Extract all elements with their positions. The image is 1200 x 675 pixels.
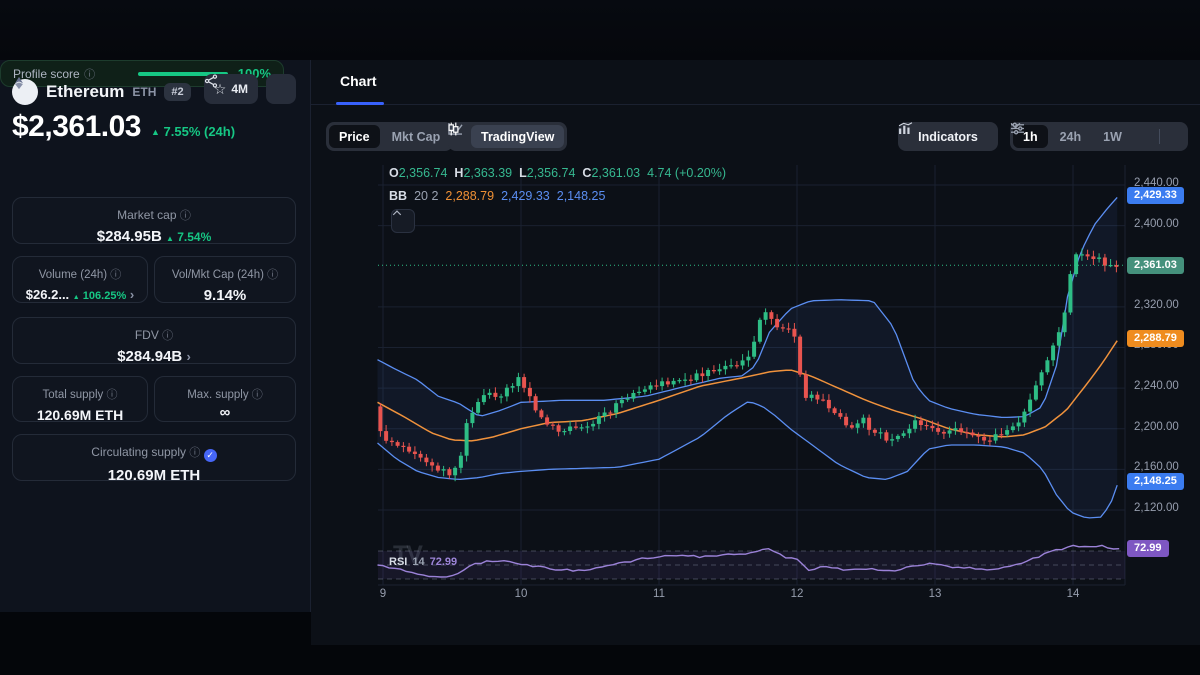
- sidebar-divider: [310, 60, 311, 612]
- up-arrow-icon: ▲: [165, 234, 174, 243]
- circulating-supply-label: Circulating supply ⓘ ✓: [13, 444, 295, 462]
- coin-name: Ethereum: [46, 82, 125, 101]
- vol-mkt-cap-value: 9.14%: [203, 287, 247, 304]
- toggle-price[interactable]: Price: [329, 125, 380, 148]
- chart-toolbar: Price Mkt Cap TradingView Indicators 1h …: [311, 122, 1200, 151]
- toolbar-divider: [1158, 129, 1160, 144]
- total-supply-value: 120.69M ETH: [36, 407, 124, 423]
- fdv-label: FDV ⓘ: [134, 328, 174, 342]
- fdv-value: $284.94B ›: [117, 348, 191, 365]
- timeframe-24h[interactable]: 24h: [1059, 129, 1082, 144]
- coin-symbol: ETH: [132, 85, 157, 99]
- watchlist-button[interactable]: ☆ 4M: [203, 74, 258, 104]
- share-button[interactable]: [204, 74, 296, 104]
- vol-mkt-cap-label: Vol/Mkt Cap (24h) ⓘ: [171, 269, 279, 281]
- market-cap-label: Market cap ⓘ: [117, 208, 191, 222]
- fdv-card[interactable]: FDV ⓘ $284.94B ›: [12, 317, 296, 365]
- market-cap-value: $284.95B ▲ 7.54%: [96, 228, 212, 245]
- top-header-strip: [0, 0, 1200, 60]
- info-icon[interactable]: ⓘ: [251, 389, 263, 401]
- collapse-legend-button[interactable]: [391, 209, 415, 233]
- timeframe-1w[interactable]: 1W: [1103, 129, 1122, 144]
- profile-score-bar: [137, 71, 228, 76]
- tradingview-toggle[interactable]: TradingView: [448, 122, 565, 148]
- volume-value: $26.2... ▲ 106.25% ›: [25, 287, 135, 302]
- main-panel: Chart Price Mkt Cap TradingView Indicato…: [311, 60, 1200, 645]
- coin-price: $2,361.03: [12, 110, 141, 143]
- indicators-button[interactable]: Indicators: [898, 122, 998, 151]
- info-icon[interactable]: ⓘ: [110, 269, 122, 281]
- rank-badge: #2: [164, 83, 191, 101]
- timeframe-group: 1h 24h 1W: [1010, 122, 1188, 151]
- chevron-up-icon: [392, 210, 402, 216]
- info-icon[interactable]: ⓘ: [179, 210, 191, 222]
- circulating-supply-card: Circulating supply ⓘ ✓ 120.69M ETH: [12, 434, 296, 484]
- circulating-supply-value: 120.69M ETH: [107, 467, 201, 484]
- timeframe-1h[interactable]: 1h: [1013, 125, 1048, 148]
- market-cap-card[interactable]: Market cap ⓘ $284.95B ▲ 7.54%: [12, 197, 296, 245]
- coin-header: Ethereum ETH #2: [12, 76, 191, 108]
- line-chart-icon: [448, 122, 463, 135]
- chevron-right-icon: ›: [129, 287, 135, 302]
- info-icon[interactable]: ⓘ: [189, 447, 201, 459]
- tab-chart[interactable]: Chart: [340, 73, 377, 89]
- info-icon[interactable]: ⓘ: [267, 269, 279, 281]
- star-icon: ☆: [213, 80, 227, 97]
- up-arrow-icon: ▲: [72, 294, 80, 301]
- vol-mkt-cap-card: Vol/Mkt Cap (24h) ⓘ 9.14%: [154, 256, 296, 304]
- watchers-count: 4M: [231, 82, 248, 96]
- profile-score-label: Profile score: [13, 66, 80, 81]
- chevron-right-icon: ›: [186, 349, 191, 364]
- info-icon[interactable]: ⓘ: [84, 68, 96, 81]
- toggle-mktcap[interactable]: Mkt Cap: [391, 129, 441, 144]
- chart-type-toggle: TradingView: [448, 122, 568, 151]
- candles-icon: [448, 122, 459, 136]
- max-supply-card: Max. supply ⓘ ∞: [154, 376, 296, 422]
- tab-bar: Chart: [311, 60, 1200, 105]
- indicators-icon: [898, 122, 913, 134]
- total-supply-card: Total supply ⓘ 120.69M ETH: [12, 376, 148, 423]
- tab-active-underline: [336, 102, 384, 105]
- sidebar: Ethereum ETH #2 ☆ 4M $2,361.03 ▲ 7.55% (…: [0, 60, 310, 612]
- verified-check-icon: ✓: [203, 449, 217, 462]
- info-icon[interactable]: ⓘ: [162, 330, 174, 342]
- ethereum-logo-icon: [12, 76, 38, 105]
- info-icon[interactable]: ⓘ: [106, 389, 118, 401]
- total-supply-label: Total supply ⓘ: [42, 389, 118, 401]
- up-arrow-icon: ▲: [150, 127, 160, 137]
- volume-card[interactable]: Volume (24h) ⓘ $26.2... ▲ 106.25% ›: [12, 256, 148, 303]
- price-change: ▲ 7.55% (24h): [150, 124, 236, 139]
- max-supply-value: ∞: [219, 404, 231, 421]
- max-supply-label: Max. supply ⓘ: [187, 389, 263, 401]
- price-mktcap-toggle: Price Mkt Cap: [326, 122, 454, 151]
- volume-label: Volume (24h) ⓘ: [38, 269, 122, 281]
